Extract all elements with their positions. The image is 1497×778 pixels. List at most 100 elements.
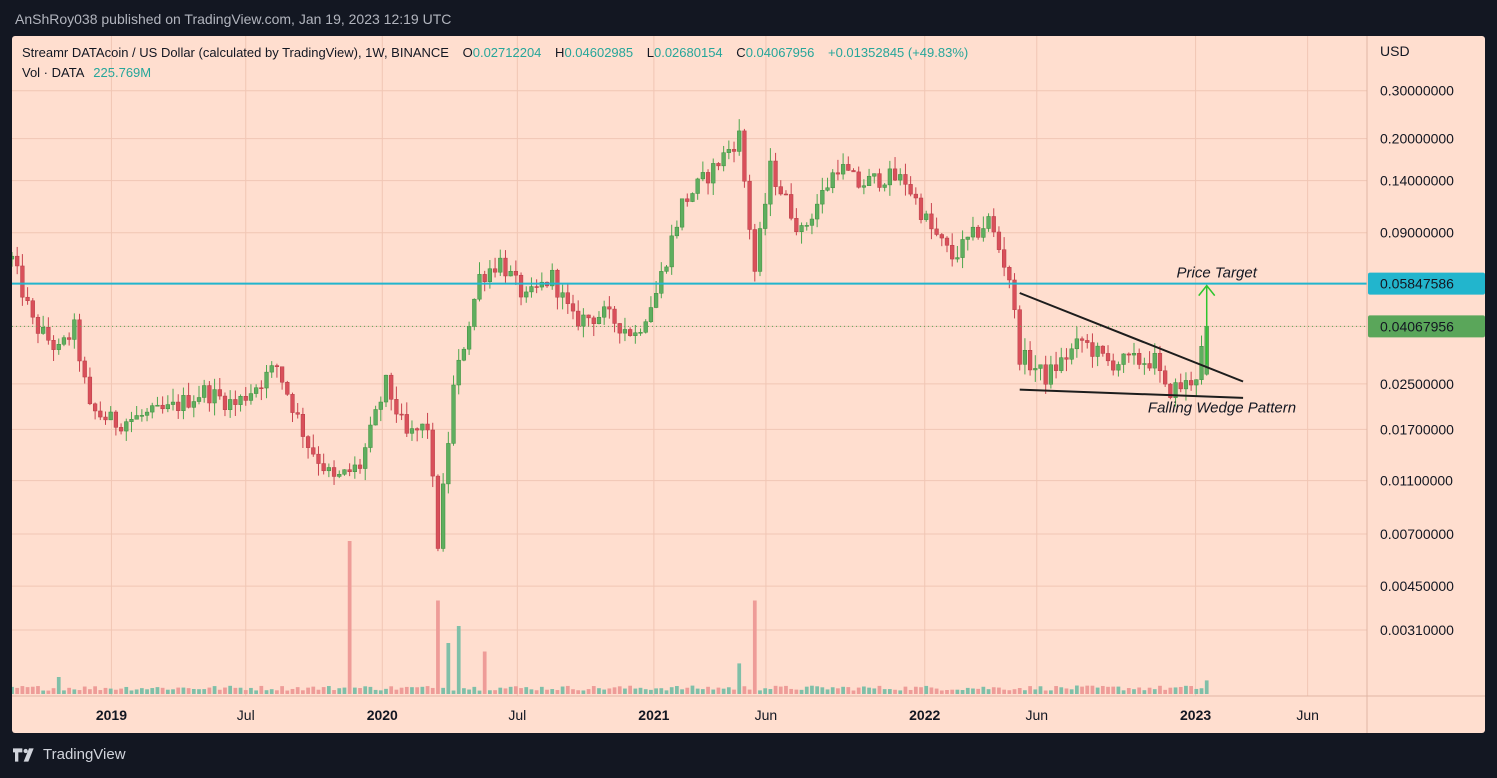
volume-bar xyxy=(680,689,684,694)
volume-bar xyxy=(893,689,897,694)
candle-up xyxy=(144,411,150,416)
volume-bar xyxy=(306,687,310,694)
candle-down xyxy=(617,323,622,334)
volume-bar xyxy=(394,689,399,694)
volume-bar xyxy=(145,689,149,694)
symbol-legend: Streamr DATAcoin / US Dollar (calculated… xyxy=(22,45,968,85)
candle-up xyxy=(1059,357,1064,371)
volume-bar xyxy=(960,690,965,694)
candle-up xyxy=(981,228,986,238)
candle-down xyxy=(778,186,783,195)
volume-bar xyxy=(332,690,336,694)
candle-up xyxy=(181,395,186,411)
volume-bar xyxy=(732,689,736,694)
candle-up xyxy=(383,374,389,403)
chart-panel[interactable]: Price Target Falling Wedge Pattern 2019 Ju… xyxy=(12,36,1485,733)
volume-bar xyxy=(856,687,861,694)
candle-up xyxy=(368,424,373,448)
candle-up xyxy=(170,401,176,405)
symbol-name[interactable]: Streamr DATAcoin / US Dollar (calculated… xyxy=(22,45,449,60)
volume-bar xyxy=(1043,690,1048,694)
candle-down xyxy=(415,428,420,431)
candle-down xyxy=(939,234,944,239)
volume-bar xyxy=(482,651,487,694)
y-tick-label: 0.00700000 xyxy=(1380,526,1454,542)
candle-up xyxy=(212,389,217,404)
volume-bar xyxy=(290,688,295,694)
volume-bar xyxy=(617,686,622,694)
candle-up xyxy=(1142,363,1147,365)
candle-up xyxy=(41,326,46,334)
candle-up xyxy=(866,175,872,186)
volume-bar xyxy=(82,686,87,694)
candle-down xyxy=(934,228,939,235)
candle-up xyxy=(264,371,269,389)
footer-brand[interactable]: TradingView xyxy=(13,746,126,763)
chart-svg[interactable]: Price Target Falling Wedge Pattern 2019 Ju… xyxy=(12,36,1485,733)
volume-bar xyxy=(399,687,404,694)
candle-down xyxy=(233,399,238,405)
candle-down xyxy=(20,265,25,298)
volume-bar xyxy=(150,688,155,694)
candle-down xyxy=(1100,345,1105,354)
candle-up xyxy=(196,397,202,402)
candle-down xyxy=(87,376,93,405)
volume-bar xyxy=(488,690,492,694)
candle-up xyxy=(477,274,482,300)
volume-bar xyxy=(1184,685,1188,694)
candle-down xyxy=(430,429,435,477)
volume-bar xyxy=(726,687,731,694)
candle-down xyxy=(1090,342,1095,357)
tradingview-brand: TradingView xyxy=(43,746,126,763)
candle-up xyxy=(134,415,139,420)
volume-bar xyxy=(815,686,820,694)
volume-bar xyxy=(425,686,430,694)
x-tick-label: Jun xyxy=(1296,707,1319,723)
candle-down xyxy=(389,374,394,400)
candle-down xyxy=(1007,267,1012,281)
price-target-label: Price Target xyxy=(1177,265,1258,282)
candle-up xyxy=(165,404,170,410)
x-tick-label: Jun xyxy=(1025,707,1048,723)
volume-bar xyxy=(420,686,425,694)
volume-bar xyxy=(301,690,305,694)
y-tick-label: 0.01700000 xyxy=(1380,421,1454,437)
candle-up xyxy=(887,168,892,186)
candle-up xyxy=(1152,353,1157,369)
candle-down xyxy=(591,317,596,324)
falling-wedge-label: Falling Wedge Pattern xyxy=(1148,400,1296,417)
volume-bar xyxy=(238,687,243,694)
candle-down xyxy=(482,274,487,282)
volume-label[interactable]: Vol · DATA xyxy=(22,65,84,80)
volume-bar xyxy=(539,686,544,694)
volume-bar xyxy=(337,688,342,694)
candle-up xyxy=(825,187,830,191)
legend-volume-row: Vol · DATA 225.769M xyxy=(22,65,968,85)
volume-bar xyxy=(565,685,570,694)
volume-bar xyxy=(846,687,851,694)
volume-bar xyxy=(1085,685,1090,694)
volume-bar xyxy=(1116,686,1121,694)
volume-bar xyxy=(950,689,955,694)
volume-bar xyxy=(165,689,170,694)
y-tick-label: 0.00310000 xyxy=(1380,622,1454,638)
candle-up xyxy=(757,228,763,272)
candle-down xyxy=(357,464,363,469)
volume-bar xyxy=(493,690,497,694)
volume-bar xyxy=(887,689,892,694)
candle-down xyxy=(492,268,498,273)
volume-bar xyxy=(877,685,882,694)
candle-down xyxy=(176,401,181,411)
candle-up xyxy=(726,149,731,153)
volume-bar xyxy=(1194,688,1199,694)
candle-down xyxy=(222,395,228,410)
candle-up xyxy=(191,401,196,408)
volume-bar xyxy=(129,690,134,694)
volume-bar xyxy=(12,686,14,694)
candle-up xyxy=(72,319,77,340)
candle-down xyxy=(207,385,212,404)
volume-bar xyxy=(1028,686,1032,694)
candle-up xyxy=(550,269,555,287)
candle-up xyxy=(674,226,680,237)
volume-bar xyxy=(197,689,201,694)
